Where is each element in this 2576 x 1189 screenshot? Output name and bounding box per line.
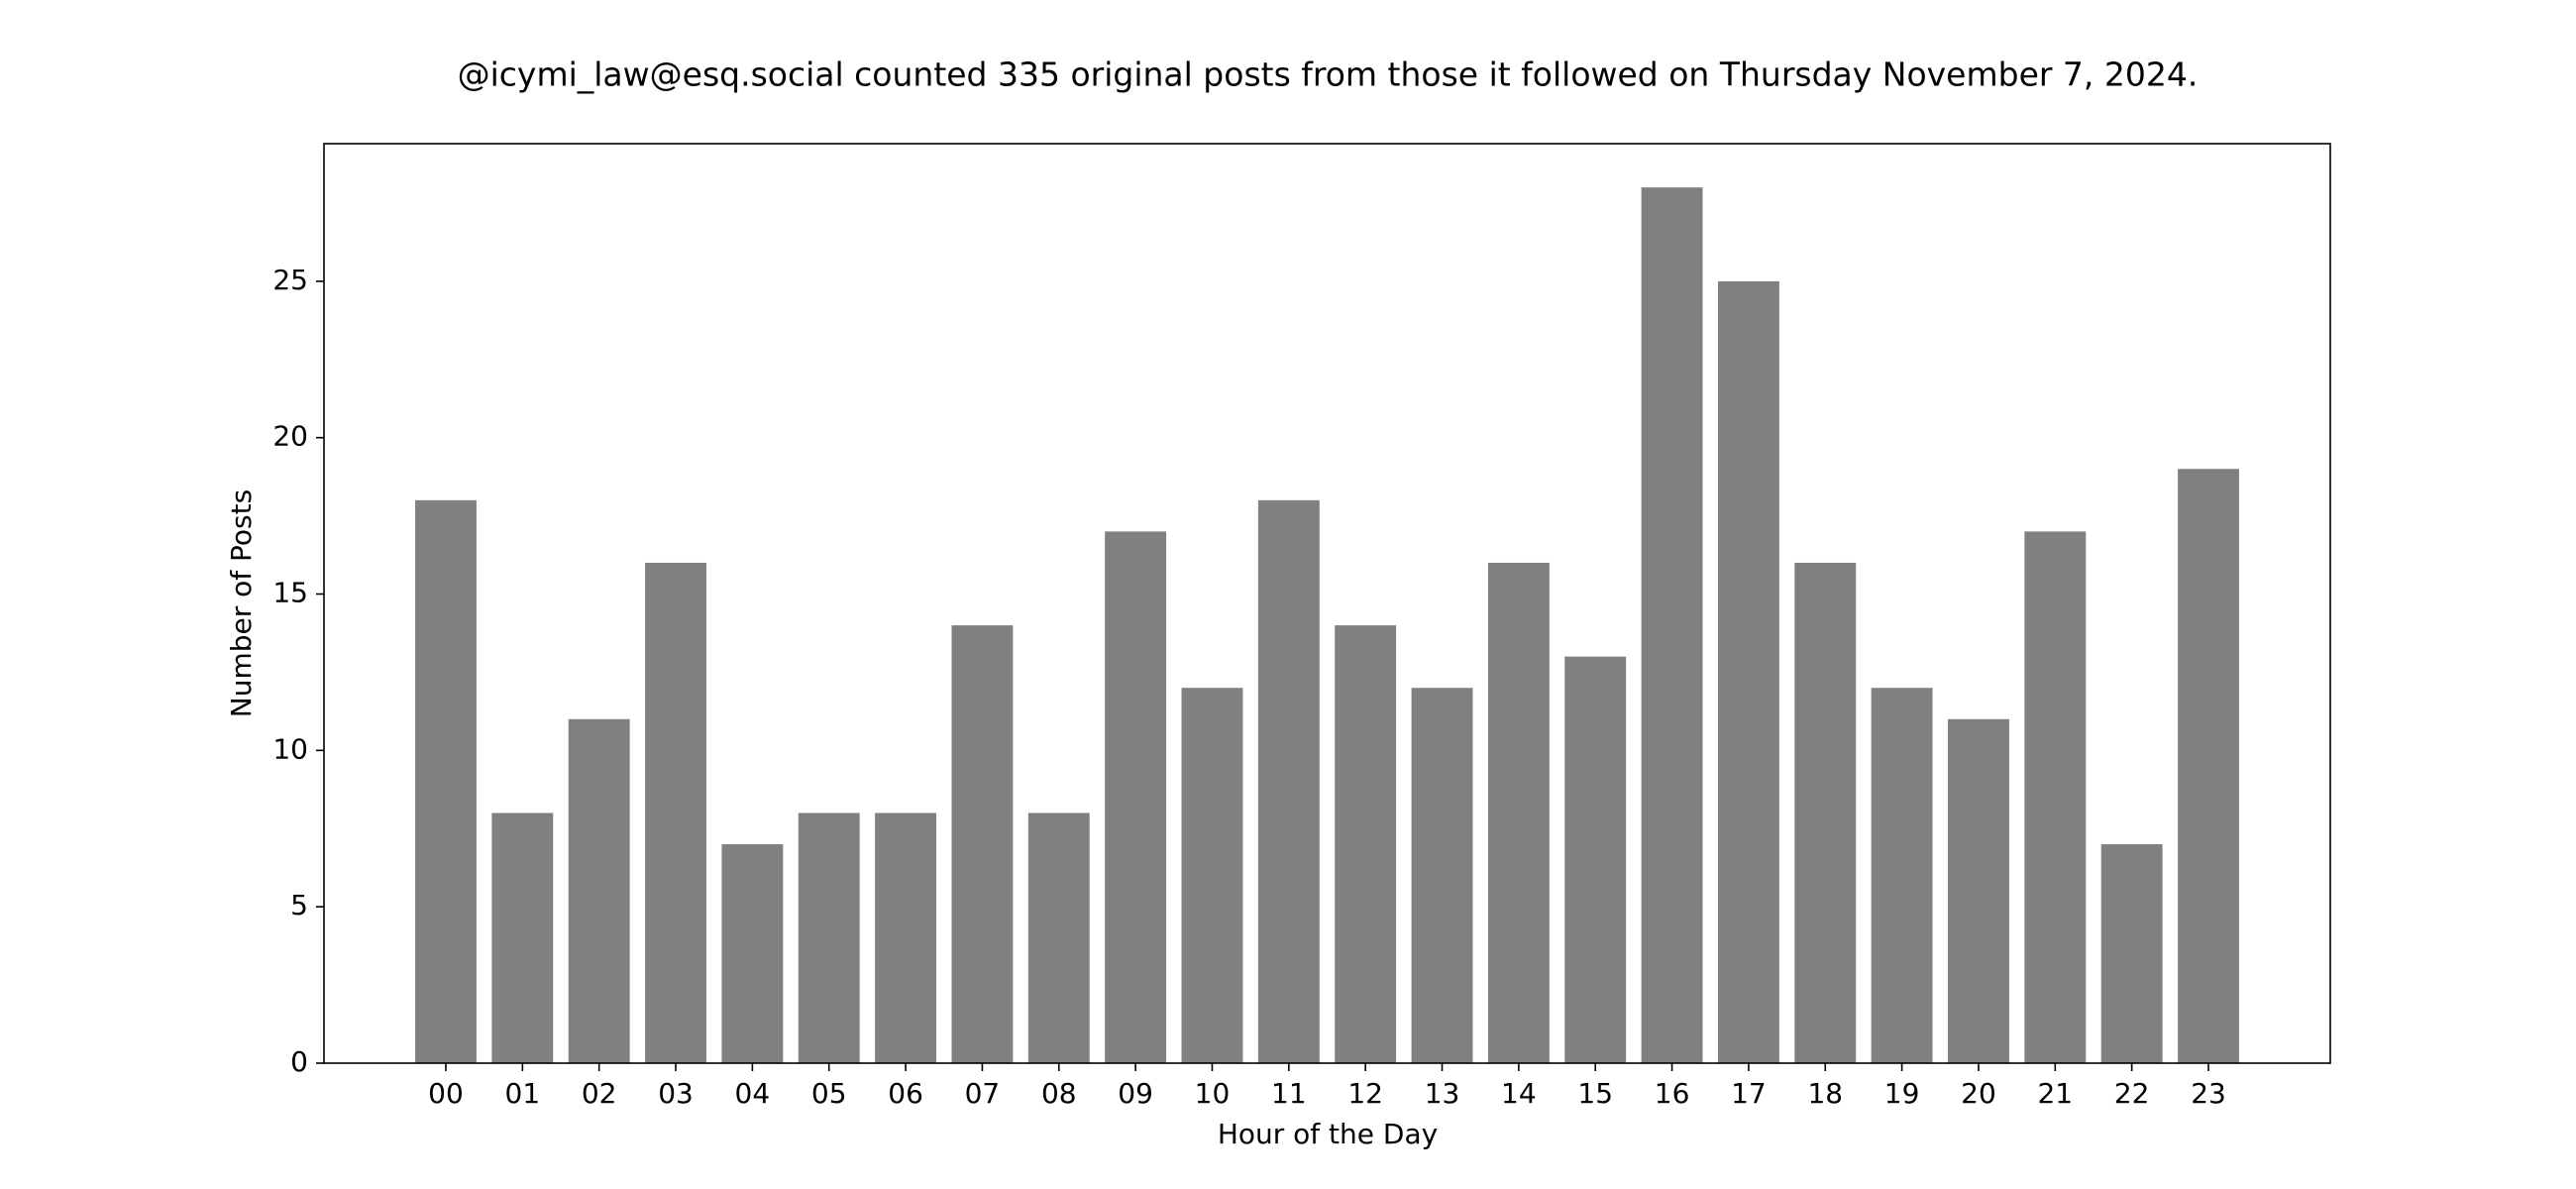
bar bbox=[491, 812, 554, 1063]
bar bbox=[875, 812, 937, 1063]
bar bbox=[1335, 625, 1397, 1063]
bar bbox=[1794, 562, 1857, 1063]
bar bbox=[1871, 688, 1933, 1063]
y-axis-label: Number of Posts bbox=[225, 489, 258, 717]
bar bbox=[1564, 656, 1627, 1063]
x-tick-label: 16 bbox=[1655, 1077, 1690, 1110]
bar bbox=[721, 844, 784, 1063]
y-tick-label: 0 bbox=[290, 1045, 308, 1078]
x-tick-label: 15 bbox=[1577, 1077, 1613, 1110]
x-tick-label: 18 bbox=[1807, 1077, 1843, 1110]
bar bbox=[1257, 499, 1320, 1063]
x-tick-label: 17 bbox=[1731, 1077, 1767, 1110]
bar bbox=[951, 625, 1014, 1063]
y-tick-label: 10 bbox=[272, 732, 308, 765]
x-tick-label: 03 bbox=[658, 1077, 694, 1110]
x-tick-label: 00 bbox=[428, 1077, 464, 1110]
bar bbox=[2024, 531, 2087, 1063]
chart-title: @icymi_law@esq.social counted 335 origin… bbox=[458, 55, 2199, 94]
bar bbox=[645, 562, 706, 1063]
x-tick-label: 04 bbox=[735, 1077, 771, 1110]
y-tick-label: 5 bbox=[290, 889, 308, 921]
bar bbox=[2100, 844, 2163, 1063]
x-tick-label: 02 bbox=[582, 1077, 617, 1110]
bar bbox=[1487, 562, 1550, 1063]
x-tick-label: 14 bbox=[1501, 1077, 1537, 1110]
y-tick-label: 15 bbox=[272, 577, 308, 609]
x-tick-label: 01 bbox=[505, 1077, 541, 1110]
y-tick-label: 20 bbox=[272, 420, 308, 453]
x-tick-label: 08 bbox=[1041, 1077, 1077, 1110]
x-tick-label: 12 bbox=[1347, 1077, 1383, 1110]
bar bbox=[1948, 718, 2009, 1063]
x-axis-label: Hour of the Day bbox=[1218, 1118, 1438, 1150]
bar bbox=[1181, 688, 1243, 1063]
bar bbox=[2178, 469, 2239, 1063]
x-tick-label: 21 bbox=[2037, 1077, 2073, 1110]
x-tick-label: 11 bbox=[1271, 1077, 1307, 1110]
y-tick-label: 25 bbox=[272, 264, 308, 296]
bar bbox=[568, 718, 630, 1063]
x-tick-label: 09 bbox=[1118, 1077, 1153, 1110]
x-tick-label: 06 bbox=[888, 1077, 923, 1110]
bar bbox=[1641, 187, 1703, 1063]
x-tick-label: 10 bbox=[1195, 1077, 1231, 1110]
x-tick-label: 05 bbox=[811, 1077, 847, 1110]
bar bbox=[415, 499, 477, 1063]
x-tick-label: 13 bbox=[1425, 1077, 1460, 1110]
plot-frame bbox=[323, 143, 2331, 1064]
x-tick-label: 22 bbox=[2114, 1077, 2150, 1110]
bar bbox=[798, 812, 860, 1063]
x-tick-label: 20 bbox=[1961, 1077, 1996, 1110]
x-tick-label: 23 bbox=[2191, 1077, 2226, 1110]
bar bbox=[1027, 812, 1090, 1063]
bar bbox=[1105, 531, 1167, 1063]
x-tick-label: 19 bbox=[1884, 1077, 1920, 1110]
bar bbox=[1411, 688, 1473, 1063]
bar bbox=[1717, 280, 1779, 1063]
x-tick-label: 07 bbox=[965, 1077, 1001, 1110]
